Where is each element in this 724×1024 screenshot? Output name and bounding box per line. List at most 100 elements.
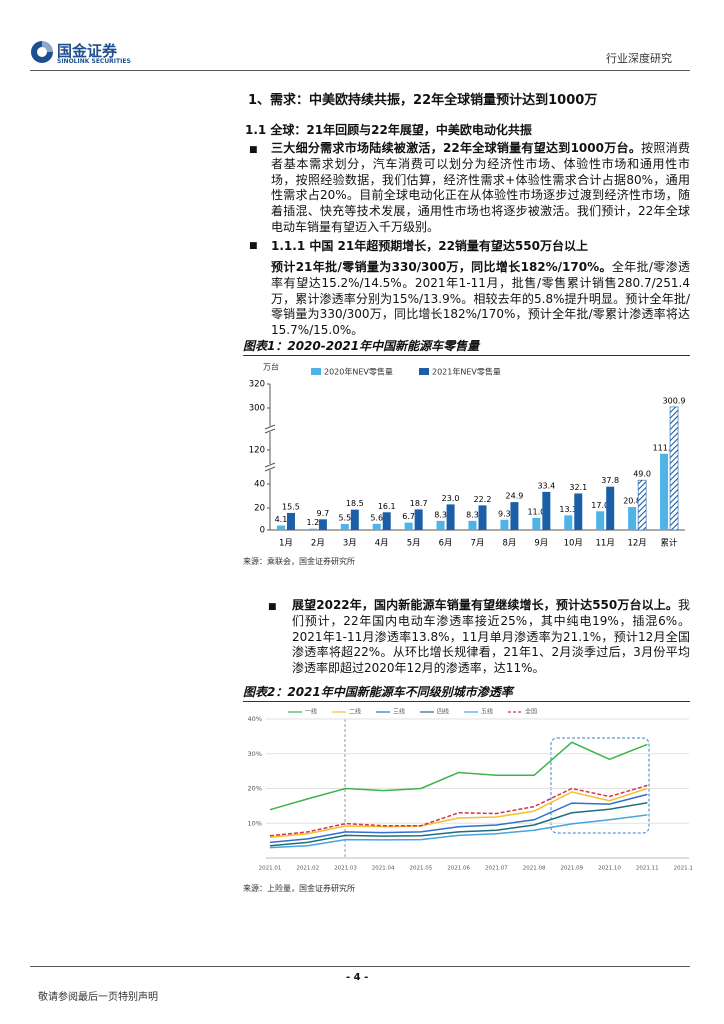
x-tick-label: 2021.07 [485, 866, 508, 872]
header-rule [30, 70, 690, 71]
value-label: 300.9 [663, 396, 686, 405]
y-axis-unit: 万台 [263, 362, 279, 372]
figure-title: 图表1：2020-2021年中国新能源车零售量 [243, 338, 690, 356]
bar [276, 525, 285, 530]
value-label: 37.8 [601, 476, 619, 485]
value-label: 4.1 [275, 515, 288, 524]
y-tick-label: 20% [248, 785, 262, 793]
report-category: 行业深度研究 [606, 52, 672, 65]
x-tick-label: 8月 [502, 539, 516, 549]
legend-label: 三线 [393, 708, 405, 716]
bold-lead: 预计21年批/零销量为330/300万，同比增长182%/170%。 [271, 260, 612, 274]
body-text: 全年批/零渗透率有望达15.2%/14.5%。2021年1-11月，批售/零售累… [271, 260, 690, 338]
bullet-marker: ■ [268, 602, 277, 612]
x-tick-label: 10月 [564, 539, 583, 549]
bar [532, 517, 541, 530]
value-label: 18.5 [346, 499, 364, 508]
legend-label: 五线 [481, 708, 493, 716]
figure-source: 来源：乘联会，国金证券研究所 [243, 557, 355, 566]
bullet2-title: 1.1.1 中国 21年超预期增长，22销量有望达550万台以上 [271, 239, 588, 253]
bar [414, 509, 423, 530]
x-tick-label: 1月 [279, 539, 293, 549]
value-label: 18.7 [410, 499, 428, 508]
value-label: 17.0 [591, 501, 609, 510]
bar [660, 453, 669, 530]
y-tick-label: 40 [254, 480, 265, 490]
bar [596, 511, 605, 530]
bar [372, 523, 381, 530]
y-tick-label: 320 [249, 380, 265, 390]
bar [468, 520, 477, 530]
x-tick-label: 2021.10 [598, 866, 621, 872]
x-tick-label: 11月 [596, 539, 615, 549]
y-tick-label: 20 [254, 504, 265, 514]
series-line [269, 801, 648, 847]
x-tick-label: 2月 [311, 539, 325, 549]
bar [382, 512, 391, 530]
value-label: 9.7 [317, 509, 330, 518]
value-label: 24.9 [506, 492, 524, 501]
logo-icon [31, 40, 54, 63]
value-label: 111.1 [653, 443, 676, 452]
figure-source: 来源：上险量，国金证券研究所 [243, 884, 355, 893]
series-line [269, 784, 648, 837]
bar [350, 509, 359, 530]
x-tick-label: 累计 [661, 538, 679, 549]
bar [286, 512, 295, 530]
x-tick-label: 2021.09 [560, 866, 583, 872]
series-line [269, 793, 648, 844]
x-tick-label: 2021.03 [334, 866, 357, 872]
value-label: 23.0 [442, 494, 460, 503]
series-line [269, 787, 648, 838]
x-tick-label: 12月 [627, 539, 646, 549]
logo-cn: 国金证券 [57, 42, 118, 60]
x-tick-label: 5月 [407, 539, 421, 549]
bar [574, 493, 583, 530]
value-label: 11.0 [527, 507, 545, 516]
value-label: 32.1 [569, 483, 587, 492]
bar [308, 528, 317, 530]
disclaimer: 敬请参阅最后一页特别声明 [38, 992, 158, 1003]
legend-swatch [419, 368, 429, 375]
x-tick-label: 2021.01 [259, 866, 282, 872]
x-tick-label: 2021.12 [674, 866, 693, 872]
bullet3-paragraph: 展望2022年，国内新能源车销量有望继续增长，预计达550万台以上。我们预计，2… [292, 598, 690, 677]
bar [500, 519, 509, 530]
y-tick-label: 0 [260, 526, 265, 536]
axis-break [264, 428, 276, 434]
value-label: 5.5 [338, 513, 351, 522]
body-text: 按照消费者基本需求划分，汽车消费可以划分为经济性市场、体验性市场和通用性市场，按… [271, 141, 690, 234]
x-tick-label: 2021.06 [447, 866, 470, 872]
value-label: 33.4 [537, 481, 555, 490]
bar [564, 515, 573, 530]
body-text: 我们预计，22年国内电动车渗透率接近25%，其中纯电19%，插混6%。2021年… [292, 598, 690, 676]
bold-lead: 展望2022年，国内新能源车销量有望继续增长，预计达550万台以上。 [292, 598, 678, 612]
legend-label: 二线 [349, 708, 361, 716]
bar [637, 479, 647, 531]
bullet-marker: ■ [249, 241, 258, 251]
bar [340, 523, 349, 530]
value-label: 22.2 [474, 495, 492, 504]
axis-break [264, 424, 276, 430]
axis-break [264, 462, 276, 468]
x-tick-label: 2021.08 [523, 866, 546, 872]
bar [628, 507, 637, 530]
series-line [269, 741, 648, 811]
x-tick-label: 2021.04 [372, 866, 395, 872]
bar [542, 491, 551, 530]
bullet-marker: ■ [249, 145, 258, 155]
footer-rule [30, 966, 690, 967]
x-tick-label: 9月 [534, 539, 548, 549]
value-label: 16.1 [378, 502, 396, 511]
legend-label: 2020年NEV零售量 [324, 367, 393, 377]
legend-swatch [311, 368, 321, 375]
legend-label: 2021年NEV零售量 [432, 367, 501, 377]
x-tick-label: 2021.11 [636, 866, 659, 872]
bar [669, 406, 679, 531]
axis-break [265, 464, 275, 470]
paragraph: 预计21年批/零销量为330/300万，同比增长182%/170%。全年批/零渗… [271, 260, 690, 339]
bar-chart: 万台 0 20 40 120 300 320 2020年NEV零售量 4.1 1.2 5.5 5.6 6… [249, 362, 686, 549]
bullet1-paragraph: 三大细分需求市场陆续被激活，22年全球销量有望达到1000万台。按照消费者基本需… [271, 141, 690, 236]
subsection-title: 1.1 全球：21年回顾与22年展望，中美欧电动化共振 [245, 123, 532, 137]
